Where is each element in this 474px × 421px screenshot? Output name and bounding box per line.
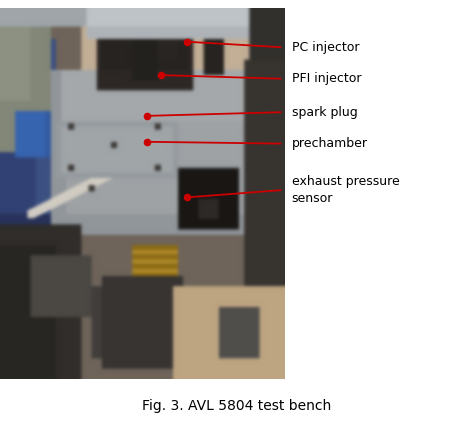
Text: spark plug: spark plug — [292, 106, 357, 119]
Text: prechamber: prechamber — [292, 137, 367, 150]
Text: PFI injector: PFI injector — [292, 72, 361, 85]
Text: PC injector: PC injector — [292, 41, 359, 54]
Text: Fig. 3. AVL 5804 test bench: Fig. 3. AVL 5804 test bench — [142, 399, 332, 413]
Text: exhaust pressure
sensor: exhaust pressure sensor — [292, 175, 399, 205]
